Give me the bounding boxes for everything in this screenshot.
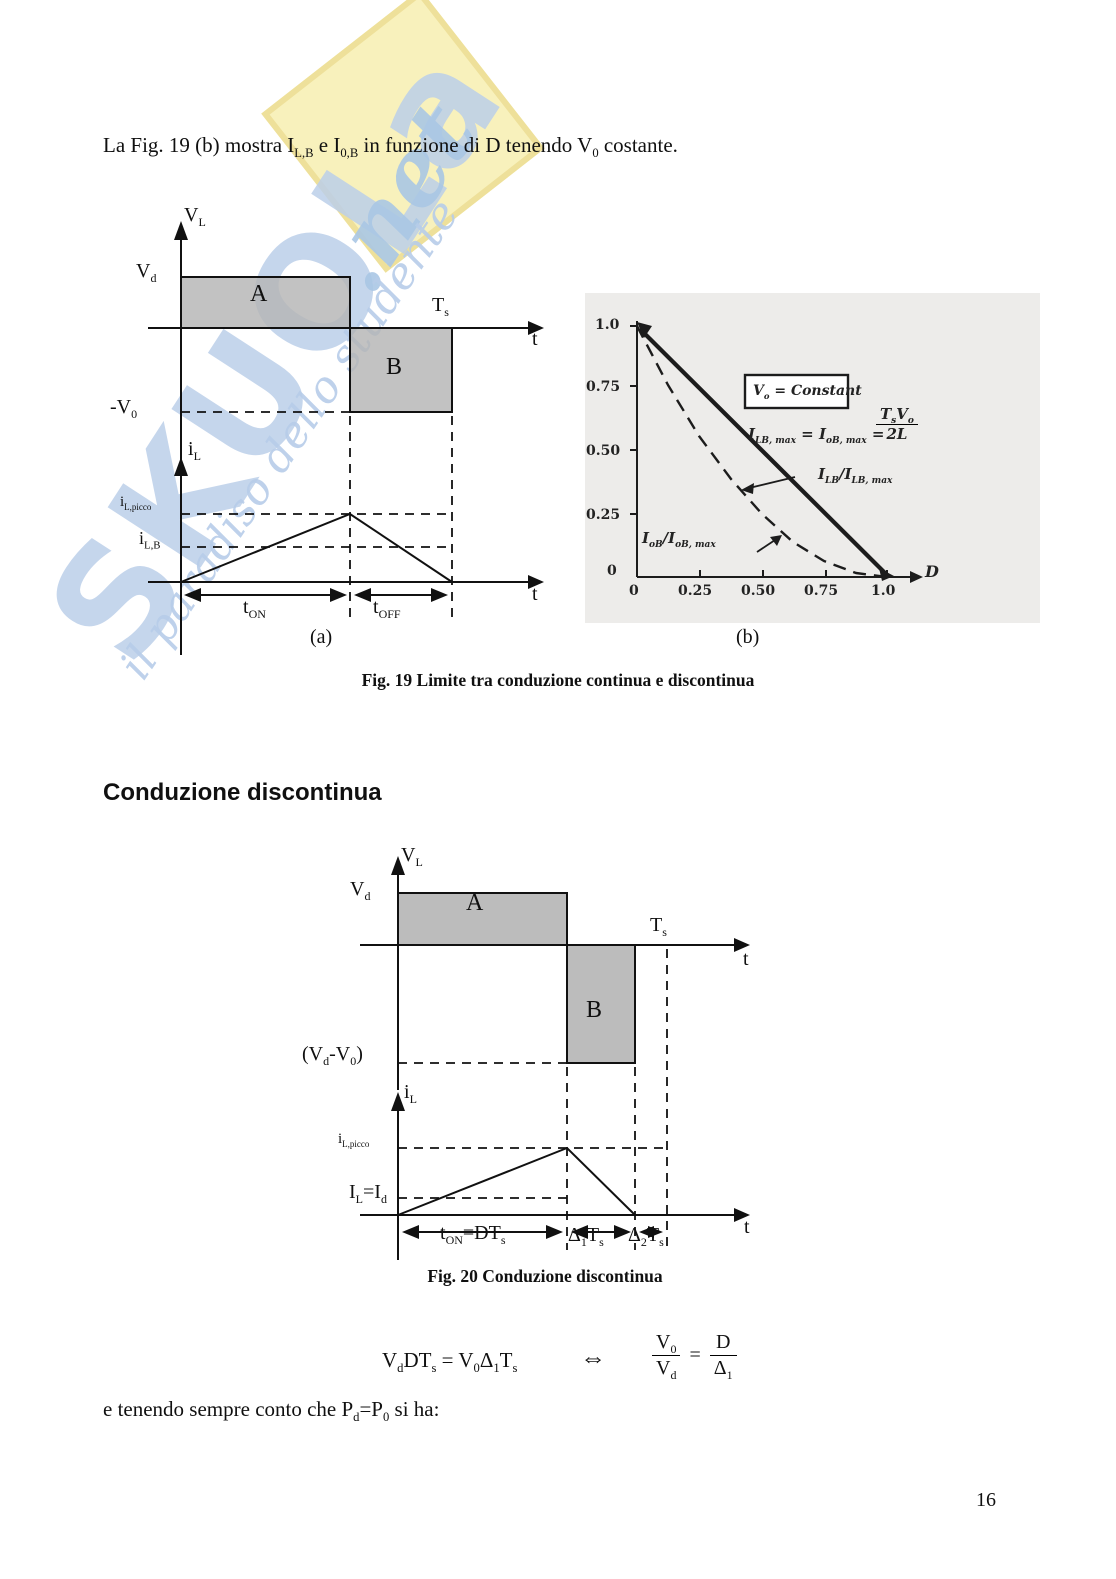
- fig19b-xtick-025: 0.25: [678, 583, 713, 599]
- fig19b-dashed-series-label: IoB/IoB, max: [642, 529, 716, 550]
- fig20-region-a-label: A: [466, 890, 484, 916]
- fig20-vd-label: Vd: [350, 878, 371, 903]
- fig19a-waveform-diagram: [148, 221, 544, 655]
- fig19a-neg-v0-label: -V0: [110, 396, 138, 421]
- fig19b-legend-label: Vo = Constant: [753, 383, 862, 401]
- fig20-region-b-label: B: [586, 997, 603, 1023]
- fig19b-equation-numerator: TsVo: [876, 405, 918, 426]
- fig19b-plot: [630, 321, 923, 583]
- fraction-d-delta1-denominator: Δ1: [713, 1357, 733, 1382]
- fig20-il-id-label: IL=Id: [349, 1181, 387, 1206]
- fig20-delta2-label: Δ2Ts: [628, 1224, 664, 1249]
- fig20-vl-axis-label: VL: [401, 844, 423, 869]
- fig19b-dashed-series-curve: [635, 325, 888, 579]
- fig19a-vd-label: Vd: [136, 260, 157, 285]
- fig20-t-axis2-label: t: [744, 1216, 750, 1238]
- fig19b-ytick-0: 0: [607, 563, 617, 579]
- fraction-v0-vd-numerator: V0: [652, 1331, 681, 1356]
- fig20-caption: Fig. 20 Conduzione discontinua: [427, 1266, 663, 1286]
- fig20-ton-label: tON=DTs: [440, 1222, 506, 1247]
- fig19b-ytick-075: 0.75: [586, 379, 621, 395]
- fig19a-inductor-current-triangle: [180, 512, 453, 583]
- equivalence-arrow: ⇔: [580, 1343, 606, 1372]
- fig19b-arrowheads: [637, 322, 923, 583]
- fig19a-arrowheads: [174, 221, 544, 602]
- fig19b-ytick-1: 1.0: [595, 317, 620, 333]
- fig19b-solid-series-label: ILB/ILB, max: [818, 465, 893, 486]
- fig20-il-axis-label: iL: [404, 1081, 417, 1106]
- fig19b-scanned-chart: [585, 293, 1040, 623]
- fig19a-ts-label: Ts: [432, 294, 449, 319]
- fraction-v0-vd: V0 Vd: [652, 1331, 681, 1382]
- equation-equals-sign: =: [689, 1344, 701, 1366]
- fig19-sub-b-label: (b): [736, 626, 760, 648]
- fig19b-equation-fraction: TsVo 2L: [876, 405, 918, 444]
- fig19b-xtick-050: 0.50: [741, 583, 776, 599]
- fig19a-toff-label: tOFF: [373, 596, 401, 621]
- fig19a-region-b-label: B: [386, 354, 403, 380]
- fig19a-vl-axis-label: VL: [184, 204, 206, 229]
- fig19a-il-peak-label: iL,picco: [120, 494, 152, 512]
- fig19-caption: Fig. 19 Limite tra conduzione continua e…: [361, 670, 755, 690]
- page-number: 16: [976, 1489, 996, 1511]
- fig19a-region-a-label: A: [250, 281, 268, 307]
- fig19a-il-axis-label: iL: [188, 438, 201, 463]
- fig19a-ton-label: tON: [243, 596, 266, 621]
- fig19b-xtick-0: 0: [629, 583, 639, 599]
- section-heading: Conduzione discontinua: [103, 779, 382, 806]
- fig19b-solid-series-line: [638, 327, 887, 575]
- fig19b-ytick-050: 0.50: [586, 443, 621, 459]
- fig19b-xtick-1: 1.0: [871, 583, 896, 599]
- fig20-waveform-diagram: [360, 856, 750, 1260]
- equation-rhs: V0 Vd = D Δ1: [652, 1331, 737, 1382]
- intro-text: La Fig. 19 (b) mostra IL,B e I0,B in fun…: [103, 133, 678, 161]
- fig19b-equation-denominator: 2L: [886, 425, 908, 444]
- fig19a-t-axis-label: t: [532, 328, 538, 350]
- footer-text: e tenendo sempre conto che Pd=P0 si ha:: [103, 1397, 440, 1425]
- fig19-sub-a-label: (a): [310, 626, 333, 648]
- fig19a-t-axis2-label: t: [532, 583, 538, 605]
- fraction-v0-vd-denominator: Vd: [656, 1357, 677, 1382]
- fig20-delta1-label: Δ1Ts: [568, 1224, 604, 1249]
- fig20-il-peak-label: iL,picco: [338, 1131, 370, 1149]
- fig19b-xtick-075: 0.75: [804, 583, 839, 599]
- fig20-vd-minus-v0-label: (Vd-V0): [302, 1043, 363, 1068]
- fig20-ts-label: Ts: [650, 914, 667, 939]
- fig19a-region-b-rect: [349, 327, 453, 413]
- fig19b-d-axis-label: D: [925, 562, 939, 581]
- fig20-arrowheads: [391, 856, 750, 1239]
- fig20-t-axis-label: t: [743, 948, 749, 970]
- fig20-inductor-current-triangle: [397, 1146, 636, 1216]
- equation-lhs: VdDTs = V0Δ1Ts: [382, 1348, 518, 1376]
- fig19b-legend-box: [743, 373, 850, 410]
- fraction-d-delta1: D Δ1: [709, 1331, 737, 1382]
- fig19a-il-b-label: iL,B: [139, 528, 161, 552]
- fig19b-equation-lhs: ILB, max = IoB, max =: [748, 425, 885, 446]
- fraction-d-delta1-numerator: D: [709, 1331, 737, 1356]
- fig19b-ytick-025: 0.25: [586, 507, 621, 523]
